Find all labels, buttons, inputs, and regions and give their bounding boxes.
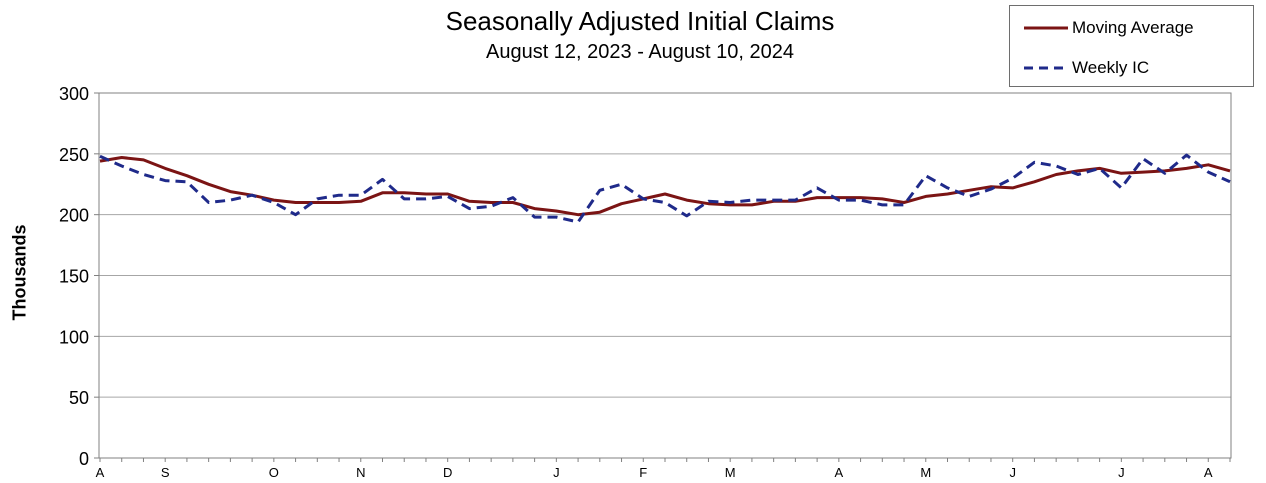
legend-swatch-moving-average xyxy=(1024,26,1068,30)
x-tick-label-8: A xyxy=(835,465,844,480)
x-tick-label-2: O xyxy=(269,465,279,480)
legend-item-moving-average: Moving Average xyxy=(1024,16,1194,40)
legend-swatch-weekly-ic xyxy=(1024,66,1068,70)
y-tick-label-250: 250 xyxy=(59,145,89,165)
y-tick-label-300: 300 xyxy=(59,84,89,104)
x-tick-label-6: F xyxy=(639,465,647,480)
x-tick-label-10: J xyxy=(1009,465,1016,480)
x-tick-label-7: M xyxy=(725,465,736,480)
legend-item-weekly-ic: Weekly IC xyxy=(1024,56,1149,80)
y-tick-label-50: 50 xyxy=(69,388,89,408)
x-tick-label-1: S xyxy=(161,465,170,480)
x-tick-label-0: A xyxy=(96,465,105,480)
x-tick-label-3: N xyxy=(356,465,365,480)
x-tick-label-11: J xyxy=(1118,465,1125,480)
x-tick-label-5: J xyxy=(553,465,560,480)
chart-title: Seasonally Adjusted Initial Claims xyxy=(445,6,835,36)
x-tick-label-4: D xyxy=(443,465,452,480)
series-line-moving-average xyxy=(99,156,1231,217)
legend-label-moving-average: Moving Average xyxy=(1072,18,1194,37)
x-tick-label-9: M xyxy=(920,465,931,480)
legend-label-weekly-ic: Weekly IC xyxy=(1072,58,1150,77)
y-tick-label-200: 200 xyxy=(59,206,89,226)
legend: Moving Average Weekly IC xyxy=(1009,5,1254,87)
x-tick-label-12: A xyxy=(1204,465,1213,480)
y-tick-label-150: 150 xyxy=(59,267,89,287)
series-line-weekly-ic xyxy=(99,153,1231,224)
y-tick-label-0: 0 xyxy=(79,449,89,469)
chart-subtitle: August 12, 2023 - August 10, 2024 xyxy=(485,41,795,63)
y-tick-label-100: 100 xyxy=(59,327,89,347)
